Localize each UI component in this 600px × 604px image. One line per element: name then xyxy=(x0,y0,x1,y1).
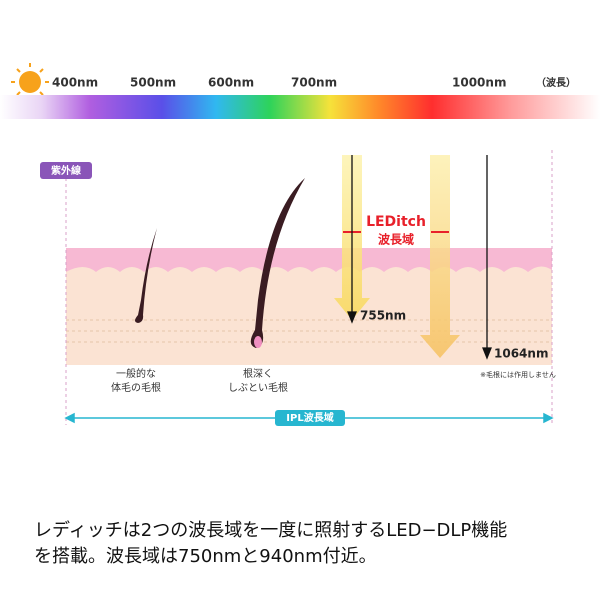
spectrum-label: 500nm xyxy=(130,76,176,90)
hair-label: 根深く xyxy=(243,367,273,380)
spectrum-label: 400nm xyxy=(52,76,98,90)
led-subtitle: 波長域 xyxy=(378,232,414,247)
uv-tag: 紫外線 xyxy=(51,164,81,177)
caption: レディッチは2つの波長域を一度に照射するLED−DLP機能 xyxy=(34,520,507,541)
hair xyxy=(135,178,305,348)
spectrum-label: 1000nm xyxy=(452,76,506,90)
skin xyxy=(66,248,552,365)
hair-label: しぶとい毛根 xyxy=(228,381,288,394)
hair-label: 一般的な xyxy=(116,367,156,380)
spectrum-label: 600nm xyxy=(208,76,254,90)
ipl-label: IPL波長域 xyxy=(286,411,333,424)
wavelength-label: 1064nm xyxy=(494,347,548,361)
wavelength-label: 755nm xyxy=(360,309,406,323)
hair-label: 体毛の毛根 xyxy=(111,381,161,394)
sun xyxy=(11,63,49,101)
led-title: LEDitch xyxy=(366,214,426,230)
spectrum-bar xyxy=(0,95,600,119)
caption: を搭載。波長域は750nmと940nm付近。 xyxy=(34,546,377,567)
unit-label: （波長） xyxy=(536,76,576,89)
spectrum-label: 700nm xyxy=(291,76,337,90)
note: ※毛根には作用しません xyxy=(480,370,556,379)
